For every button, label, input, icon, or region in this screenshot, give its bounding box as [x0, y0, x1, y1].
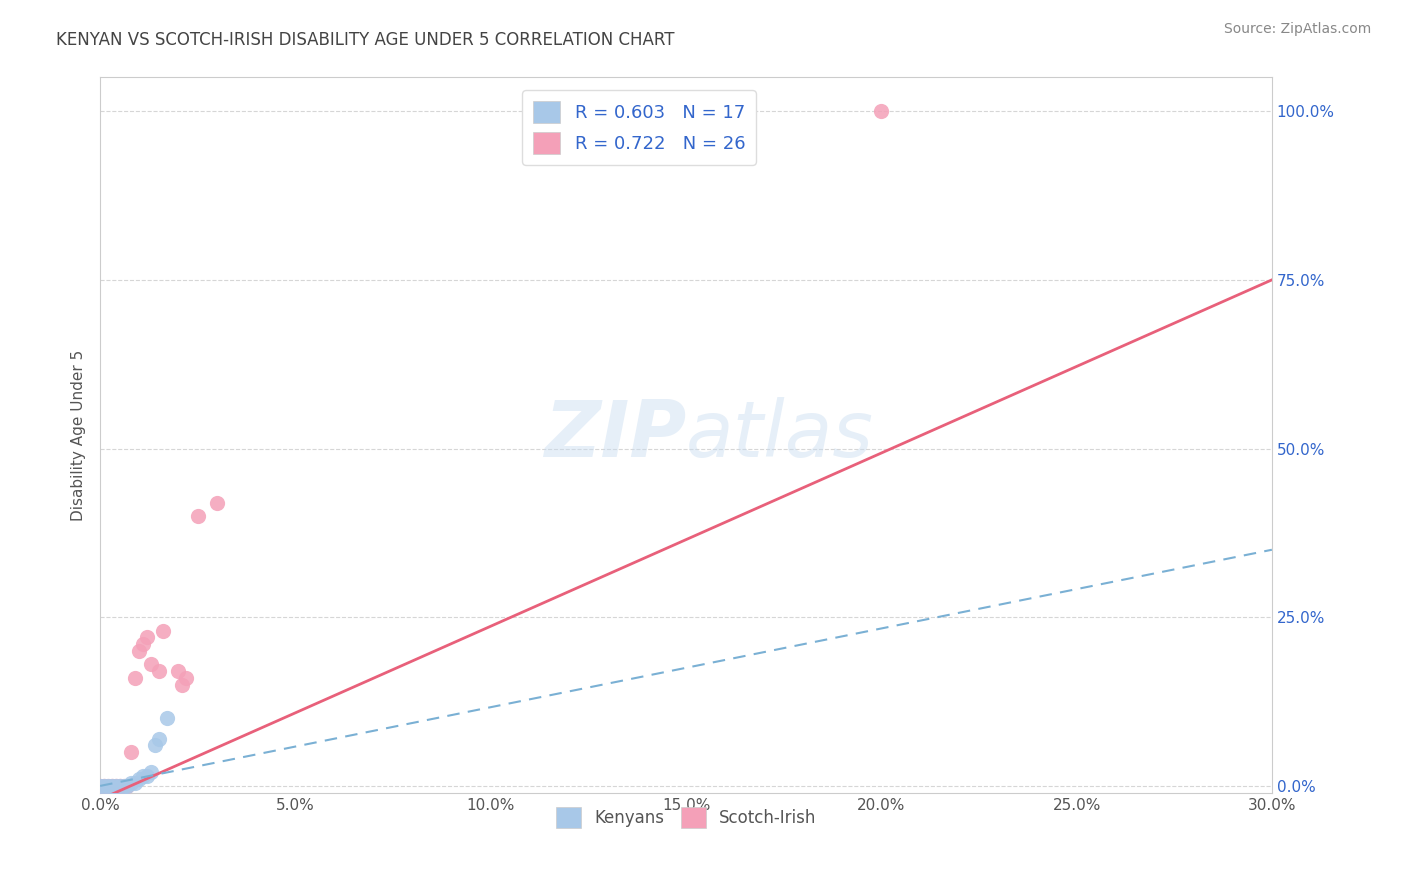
- Point: [148, 731, 170, 746]
- Point: [143, 739, 166, 753]
- Point: [93, 779, 115, 793]
- Point: [132, 637, 155, 651]
- Point: [172, 678, 194, 692]
- Point: [108, 779, 131, 793]
- Point: [139, 765, 162, 780]
- Point: [148, 664, 170, 678]
- Point: [89, 779, 111, 793]
- Point: [101, 779, 124, 793]
- Point: [120, 745, 142, 759]
- Y-axis label: Disability Age Under 5: Disability Age Under 5: [72, 350, 86, 521]
- Point: [870, 104, 893, 119]
- Point: [124, 775, 146, 789]
- Point: [101, 779, 124, 793]
- Point: [117, 779, 139, 793]
- Point: [93, 779, 115, 793]
- Point: [93, 779, 115, 793]
- Point: [128, 772, 150, 786]
- Point: [117, 779, 139, 793]
- Point: [136, 631, 159, 645]
- Text: KENYAN VS SCOTCH-IRISH DISABILITY AGE UNDER 5 CORRELATION CHART: KENYAN VS SCOTCH-IRISH DISABILITY AGE UN…: [56, 31, 675, 49]
- Point: [108, 779, 131, 793]
- Text: atlas: atlas: [686, 397, 875, 473]
- Point: [136, 769, 159, 783]
- Point: [101, 779, 124, 793]
- Point: [128, 644, 150, 658]
- Point: [207, 495, 229, 509]
- Point: [108, 779, 131, 793]
- Point: [112, 779, 135, 793]
- Text: Source: ZipAtlas.com: Source: ZipAtlas.com: [1223, 22, 1371, 37]
- Point: [167, 664, 190, 678]
- Point: [112, 779, 135, 793]
- Point: [155, 711, 177, 725]
- Point: [104, 779, 127, 793]
- Legend: Kenyans, Scotch-Irish: Kenyans, Scotch-Irish: [548, 801, 823, 834]
- Point: [97, 779, 120, 793]
- Point: [89, 779, 111, 793]
- Point: [174, 671, 197, 685]
- Point: [152, 624, 174, 638]
- Point: [104, 779, 127, 793]
- Point: [124, 671, 146, 685]
- Point: [97, 779, 120, 793]
- Point: [187, 508, 209, 523]
- Text: ZIP: ZIP: [544, 397, 686, 473]
- Point: [132, 769, 155, 783]
- Point: [139, 657, 162, 672]
- Point: [104, 779, 127, 793]
- Point: [120, 775, 142, 789]
